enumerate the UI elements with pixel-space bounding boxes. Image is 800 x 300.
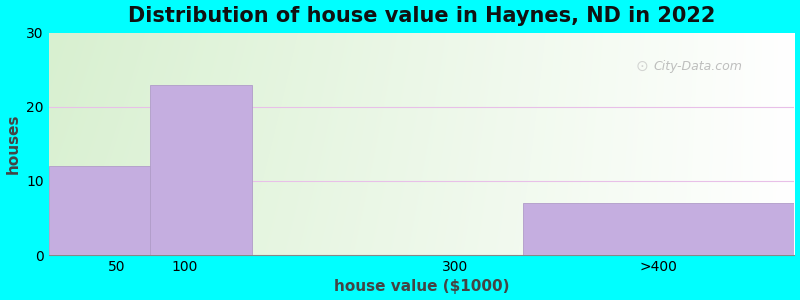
Bar bbox=[523, 203, 794, 255]
Bar bbox=[49, 166, 150, 255]
Bar bbox=[150, 85, 252, 255]
Text: City-Data.com: City-Data.com bbox=[653, 59, 742, 73]
Y-axis label: houses: houses bbox=[6, 114, 21, 174]
Title: Distribution of house value in Haynes, ND in 2022: Distribution of house value in Haynes, N… bbox=[128, 6, 715, 26]
X-axis label: house value ($1000): house value ($1000) bbox=[334, 279, 510, 294]
Text: ⊙: ⊙ bbox=[635, 58, 648, 74]
